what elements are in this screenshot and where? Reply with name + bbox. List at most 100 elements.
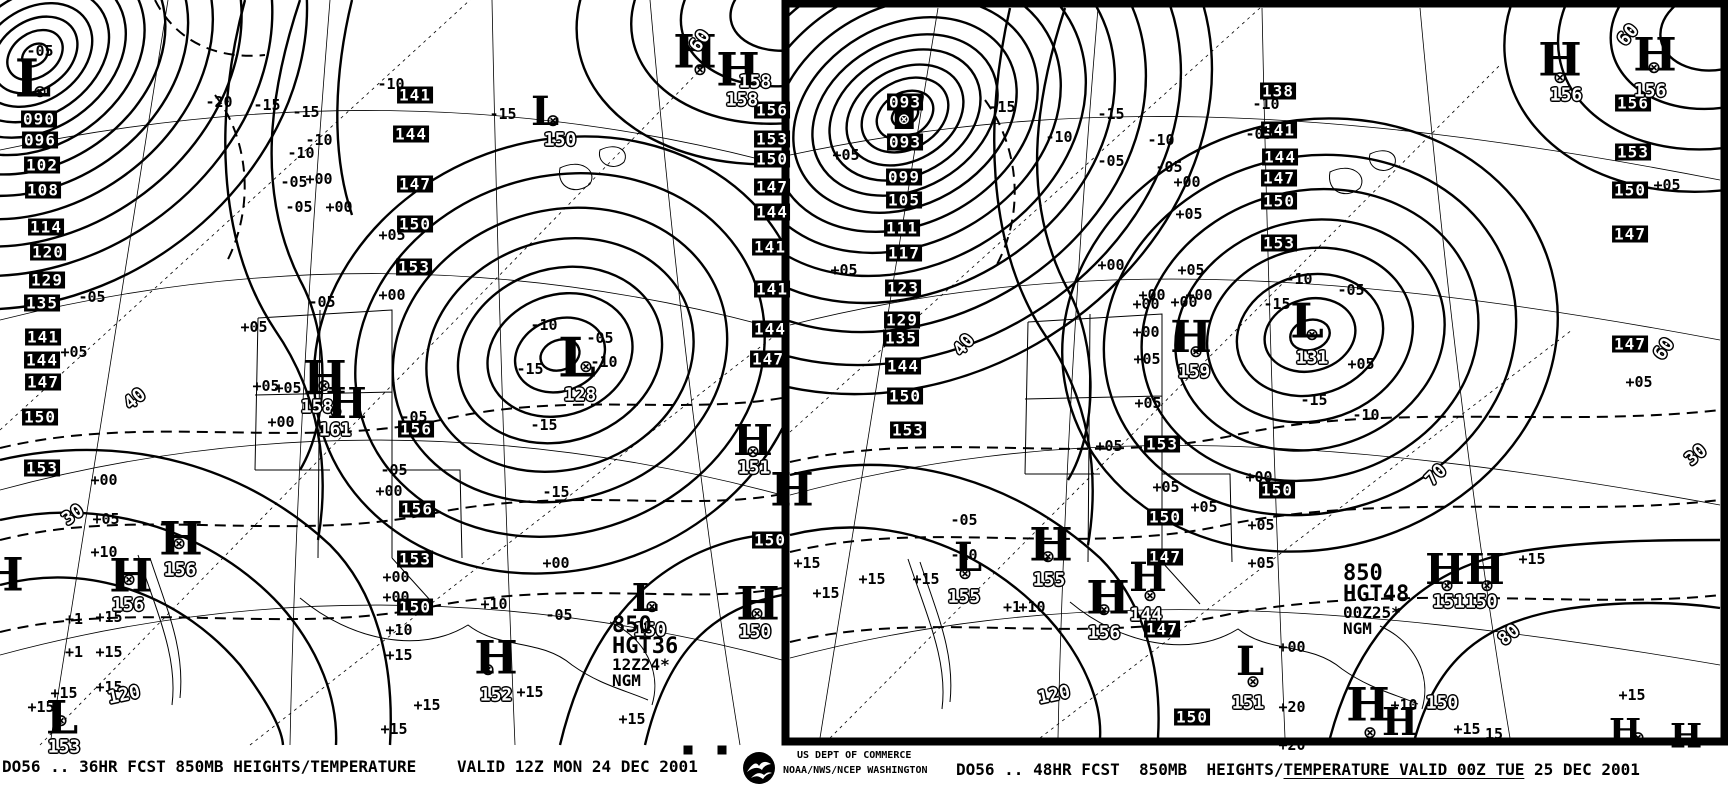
height-contour-label: 147 [1147, 547, 1183, 567]
temperature-label: +05 [832, 146, 860, 164]
high-center-symbol: H [770, 462, 814, 517]
agency-line1: US DEPT OF COMMERCE [797, 750, 912, 761]
temperature-label: +00 [325, 198, 353, 216]
left-panel-contours [0, 0, 782, 746]
temperature-label: +05 [1134, 394, 1162, 412]
station-circle-icon: ⊗ [894, 109, 914, 129]
station-circle-icon: ⊗ [1142, 586, 1158, 606]
temperature-label: +00 [267, 413, 295, 431]
high-center-symbol: H [1669, 716, 1703, 757]
high-center-symbol: H [1465, 545, 1505, 595]
agency-line2: NOAA/NWS/NCEP WASHINGTON [783, 765, 928, 776]
height-contour-label: 090 [21, 109, 57, 129]
temperature-label: -20 [205, 93, 233, 111]
right-caption-pre: DO56 .. 48HR FCST 850MB HEIGHTS/ [956, 760, 1284, 779]
station-circle-icon: ⊗ [957, 564, 973, 584]
station-value-label: 150 [738, 621, 772, 643]
temperature-label: +05 [252, 377, 280, 395]
height-contour-label: 093 [887, 132, 923, 152]
low-center-symbol: L [558, 325, 596, 390]
temperature-label: -05 [545, 606, 573, 624]
station-value-label: 159 [1177, 361, 1211, 383]
temperature-label: +00 [90, 471, 118, 489]
temperature-label: +15 [27, 698, 55, 716]
temperature-label: +15 [812, 584, 840, 602]
temperature-label: -05 [78, 288, 106, 306]
panel-id-line: HGT48 [1343, 582, 1410, 607]
station-value-label: 151 [1231, 692, 1265, 714]
temperature-label: +1 [1002, 598, 1022, 616]
height-contour-label: 156 [1615, 93, 1651, 113]
station-circle-icon: ⊗ [745, 442, 761, 462]
height-contour-label: 150 [1612, 180, 1648, 200]
temperature-label: +05 [1177, 261, 1205, 279]
high-center-symbol: H [1086, 570, 1130, 625]
station-value-label: 156 [111, 594, 145, 616]
temperature-label: +00 [1138, 286, 1166, 304]
temperature-label: -10 [1045, 128, 1073, 146]
station-circle-icon: ⊗ [1040, 547, 1056, 567]
gridline-label: 120 [1035, 681, 1073, 709]
panel-id-line: 850 [1343, 561, 1383, 586]
low-center-symbol: L [631, 574, 659, 620]
temperature-label: +15 [380, 720, 408, 738]
temperature-label: +05 [92, 510, 120, 528]
station-value-label: 156 [163, 559, 197, 581]
gridline-label: 80 [1493, 619, 1525, 651]
right-panel-contours [789, 6, 1722, 739]
height-contour-label: 150 [22, 407, 58, 427]
temperature-label: +15 [516, 683, 544, 701]
temperature-label: -10 [377, 75, 405, 93]
temperature-label: +10 [1018, 598, 1046, 616]
temperature-label: -05 [285, 198, 313, 216]
height-contour-label: 144 [393, 124, 429, 144]
temperature-label: -15 [1263, 295, 1291, 313]
panel-id-line: NGM [1343, 619, 1372, 638]
height-contour-label: 150 [397, 597, 433, 617]
panel-36hr-labels: L ⊗ -05 090 096 102 108 114 120 129 135 141 144 147 15… [0, 26, 790, 758]
station-value-label: 158 [725, 89, 759, 111]
height-contour-label: 153 [1261, 233, 1297, 253]
height-contour-label: 150 [1259, 480, 1295, 500]
temperature-label: -10 [1147, 131, 1175, 149]
height-contour-label: 150 [397, 214, 433, 234]
temperature-label: +05 [1152, 478, 1180, 496]
temperature-label: +05 [1653, 176, 1681, 194]
temperature-label: -10 [305, 131, 333, 149]
height-contour-label: 147 [25, 372, 61, 392]
panel-id-block: 850 HGT48 00Z25* NGM [1343, 563, 1409, 637]
station-value-label: 156 [1633, 80, 1667, 102]
temperature-label: +15 [912, 570, 940, 588]
right-caption-post: 25 DEC 2001 [1524, 760, 1640, 779]
temperature-label: -10 [287, 144, 315, 162]
temperature-label: -15 [530, 416, 558, 434]
station-value-label: 151 [737, 457, 771, 479]
low-center-symbol: L [14, 48, 52, 110]
temperature-label: -10 [950, 546, 978, 564]
height-contour-label: 105 [886, 190, 922, 210]
temperature-label: +15 [50, 684, 78, 702]
temperature-label: -05 [1155, 158, 1183, 176]
height-contour-label: 108 [25, 180, 61, 200]
station-circle-icon: ⊗ [1479, 576, 1495, 596]
temperature-label: +20 [1278, 698, 1306, 716]
station-circle-icon: ⊗ [738, 72, 754, 92]
height-contour-label: 156 [754, 100, 790, 120]
temperature-label: +00 [1097, 256, 1125, 274]
temperature-label: +15 [858, 570, 886, 588]
height-contour-label: 156 [398, 419, 434, 439]
height-contour-label: 153 [1144, 434, 1180, 454]
high-center-symbol: H [109, 548, 153, 603]
height-contour-label: 135 [24, 293, 60, 313]
panel-id-line: 850 [612, 613, 652, 638]
temperature-label: +00 [1132, 323, 1160, 341]
panel-id-line: HGT36 [612, 634, 679, 659]
height-contour-label: 099 [886, 167, 922, 187]
station-circle-icon: ⊗ [121, 570, 137, 590]
station-circle-icon: ⊗ [328, 402, 344, 422]
station-value-label: 155 [947, 586, 981, 608]
left-caption-valid: VALID 12Z MON 24 DEC 2001 [457, 757, 698, 776]
temperature-label: -05 [950, 511, 978, 529]
gridline-label: 30 [1680, 439, 1712, 471]
